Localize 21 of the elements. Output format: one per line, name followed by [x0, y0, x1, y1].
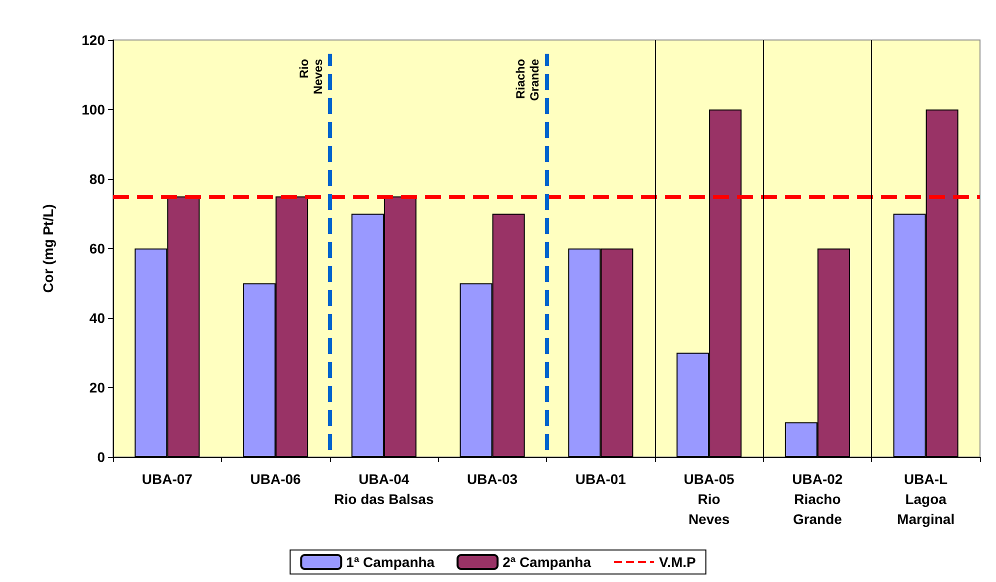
legend-label: V.M.P: [659, 554, 696, 570]
x-tick-label: UBA-05 Rio Neves: [684, 471, 735, 527]
y-tick-label: 80: [89, 171, 106, 187]
annotation: Riacho Grande: [514, 58, 542, 101]
legend-label: 1ª Campanha: [346, 554, 435, 570]
y-axis-title: Cor (mg Pt/L): [40, 204, 56, 293]
x-tick-label: UBA-L Lagoa Marginal: [897, 471, 955, 527]
y-tick-label: 60: [89, 240, 106, 256]
x-tick-label: UBA-01: [575, 471, 626, 487]
y-tick-label: 0: [97, 449, 106, 465]
legend-label: 2ª Campanha: [502, 554, 592, 570]
y-tick-label: 120: [82, 32, 106, 48]
x-tick-label: UBA-07: [142, 471, 193, 487]
x-tick-label: UBA-04 Rio das Balsas: [334, 471, 434, 507]
x-tick-label: UBA-03: [467, 471, 518, 487]
annotation: Rio Neves: [296, 58, 325, 94]
y-tick-label: 20: [89, 380, 106, 396]
x-tick-label: UBA-06: [250, 471, 302, 487]
y-tick-label: 100: [82, 102, 106, 118]
y-tick-label: 40: [89, 310, 106, 326]
x-tick-label: UBA-02 Riacho Grande: [792, 471, 843, 527]
